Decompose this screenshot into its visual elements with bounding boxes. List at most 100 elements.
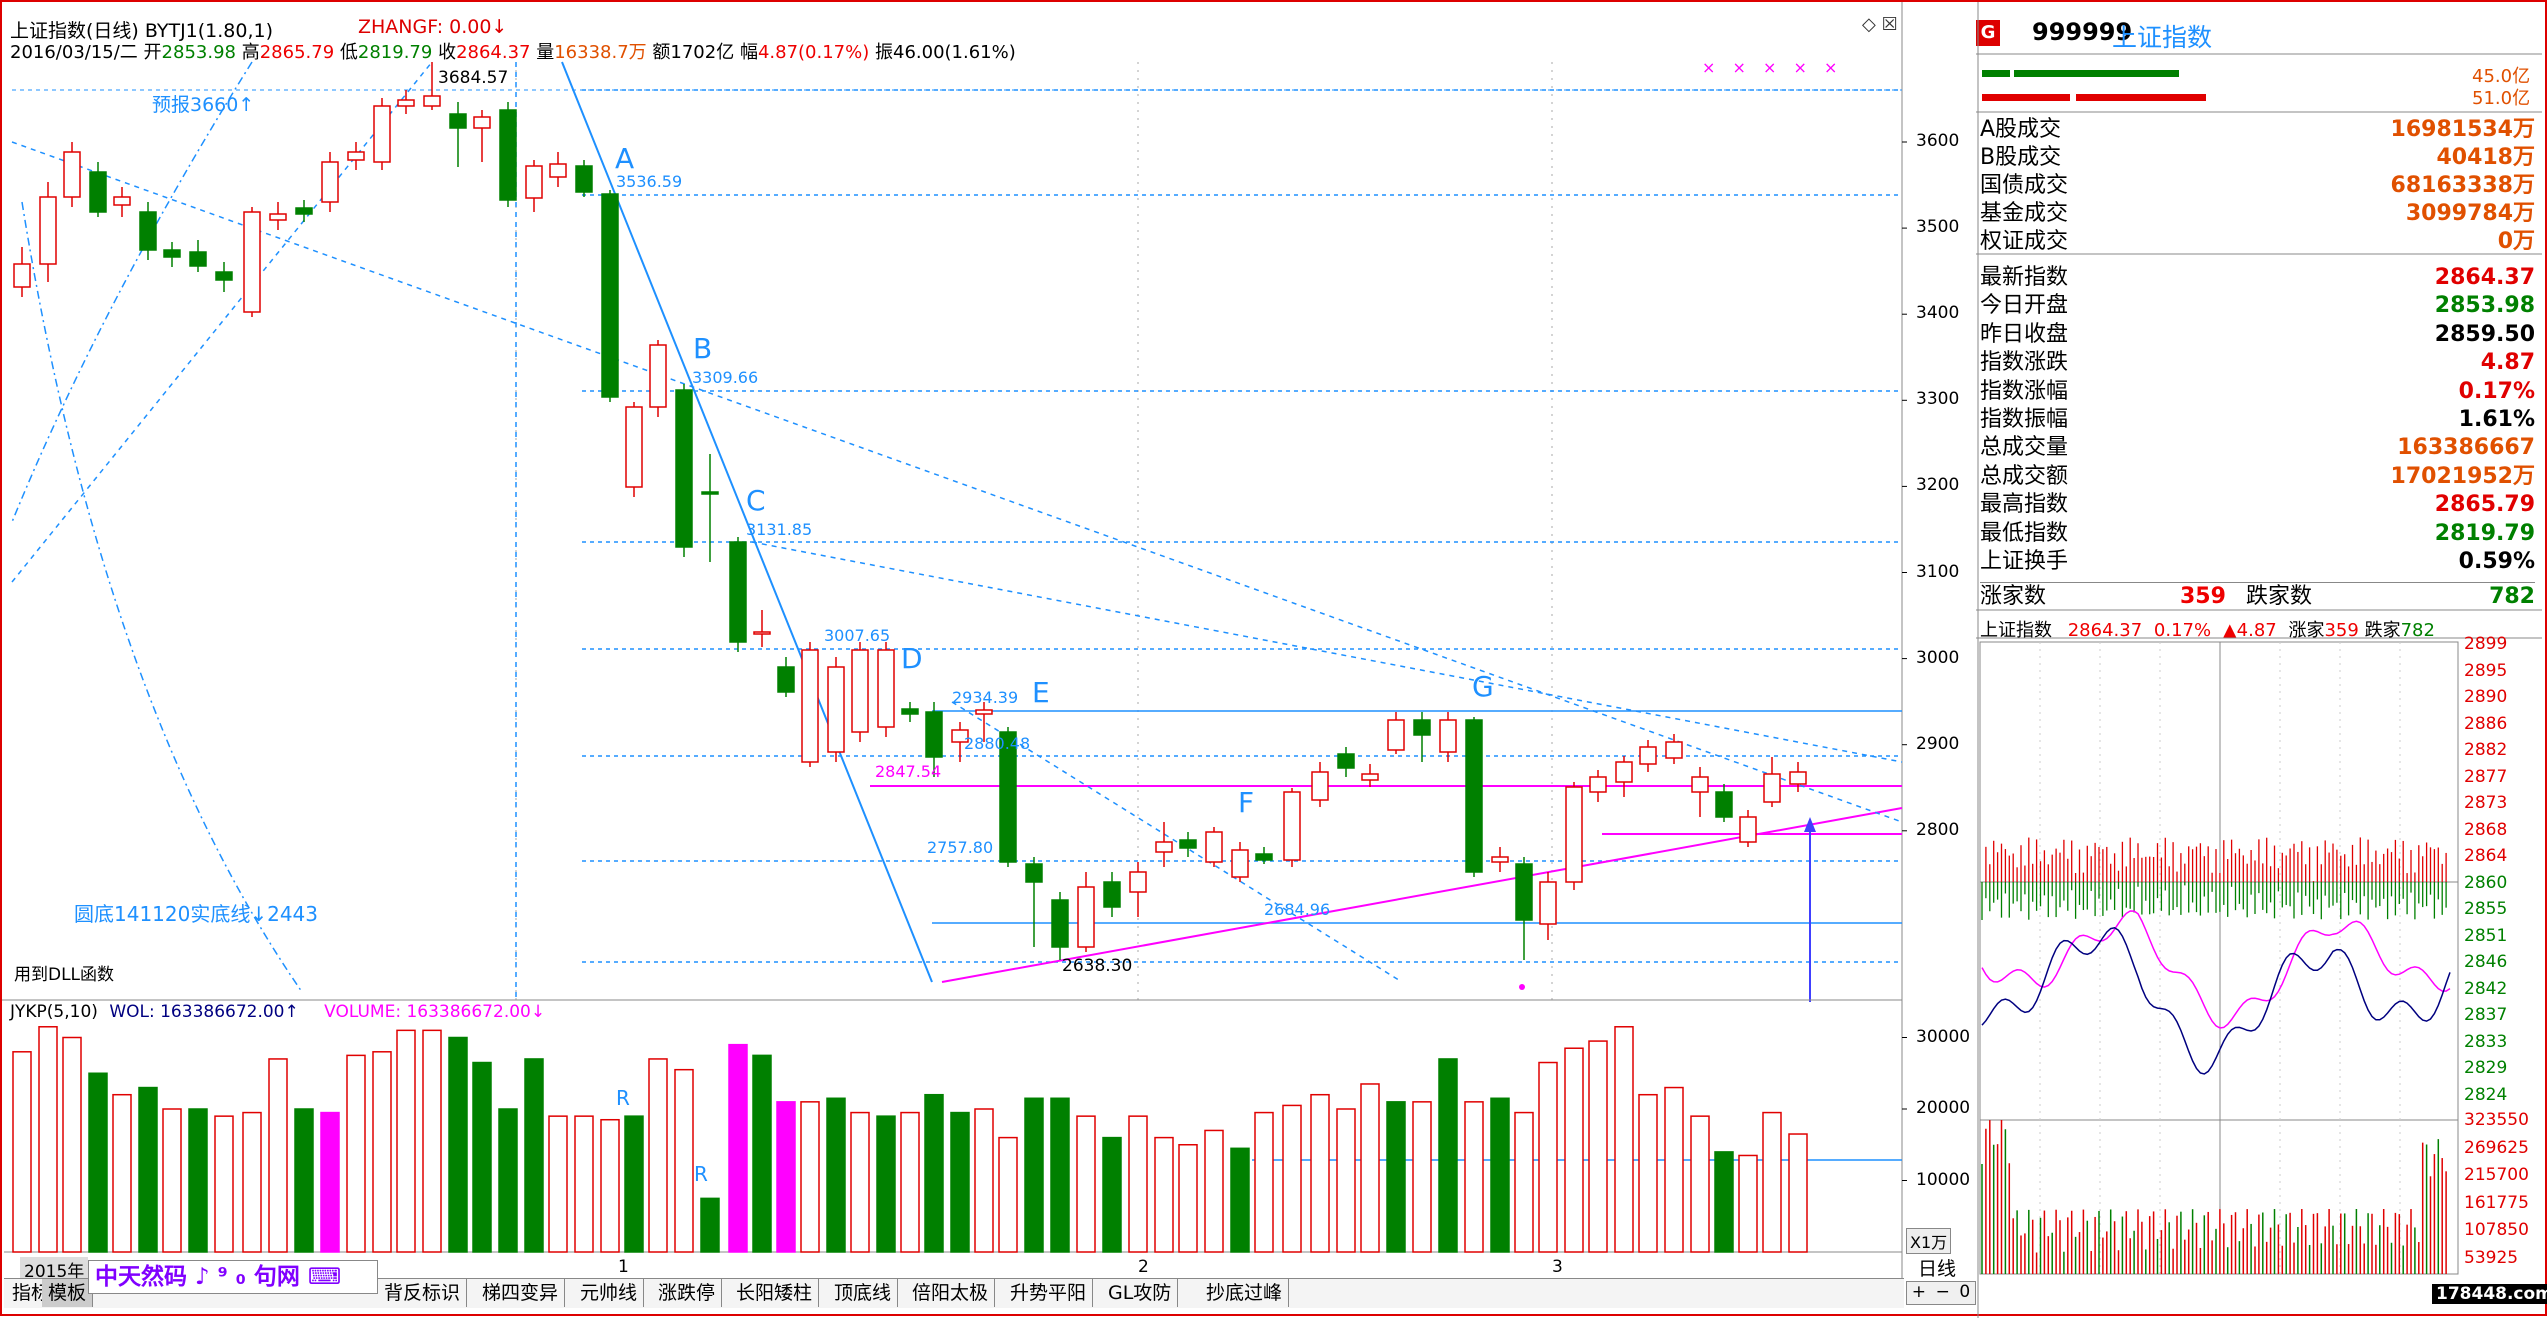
tab-8[interactable]: 顶底线 (828, 1279, 899, 1307)
volume-bar (1336, 1108, 1356, 1253)
volume-bar (624, 1115, 644, 1253)
candle-body (601, 193, 619, 398)
candle-body (1311, 771, 1329, 801)
wave-label-a: A (615, 142, 635, 175)
mini-index-name: 上证指数 (1980, 620, 2052, 641)
quote-line: 2016/03/15/二 开2853.98 高2865.79 低2819.79 … (10, 38, 1016, 64)
mini-up: 359 (2324, 620, 2359, 641)
volume-bar (752, 1054, 772, 1253)
volume-bar (188, 1108, 208, 1253)
tab-9[interactable]: 倍阳太极 (906, 1279, 996, 1307)
price-mark-2684: 2684.96 (1264, 900, 1331, 919)
candle-body (1255, 853, 1273, 861)
volume-bar (88, 1072, 108, 1253)
tab-5[interactable]: 元帅线 (574, 1279, 645, 1307)
stat-row: 最低指数 2819.79 (1980, 520, 2535, 548)
candle-body (549, 163, 567, 178)
trade-row: A股成交 16981534万 (1980, 116, 2535, 144)
period-label[interactable]: 日线 (1918, 1258, 1957, 1280)
tab-3[interactable]: 背反标识 (378, 1279, 468, 1307)
tab-11[interactable]: GL攻防 (1102, 1279, 1179, 1307)
volume-bar (800, 1101, 820, 1253)
volume-bar (1204, 1129, 1224, 1253)
candle-body (827, 666, 845, 753)
high-label: 高 (241, 42, 260, 63)
trade-row: 基金成交 3099784万 (1980, 200, 2535, 228)
volume-bar (1024, 1097, 1044, 1253)
volume-bar (998, 1136, 1018, 1253)
price-mark-3007: 3007.65 (824, 626, 891, 645)
zoom-out-button[interactable]: − (1935, 1282, 1950, 1302)
price-mark-3684: 3684.57 (438, 68, 509, 88)
candle-body (701, 491, 719, 495)
tab-4[interactable]: 梯四变异 (476, 1279, 566, 1307)
candle-body (1077, 886, 1095, 948)
range-label: 幅 (739, 42, 758, 63)
price-axis-label: 3600 (1916, 131, 1960, 151)
volume-bar (346, 1054, 366, 1253)
stock-code: 999999 (2032, 18, 2133, 46)
stat-label: 最低指数 (1980, 520, 2069, 546)
candle-body (163, 249, 181, 258)
chart-corner-icons[interactable]: ◇ ☒ (1862, 14, 1898, 35)
volume-bar (1050, 1097, 1070, 1253)
candle-body (473, 116, 491, 129)
zoom-reset-button[interactable]: 0 (1959, 1282, 1971, 1302)
volume-bar (62, 1036, 82, 1253)
tab-10[interactable]: 升势平阳 (1004, 1279, 1094, 1307)
tab-12[interactable]: 抄底过峰 (1200, 1279, 1290, 1307)
volume-bar (548, 1115, 568, 1253)
candle-body (113, 196, 131, 206)
candle-body (1231, 849, 1249, 878)
wol-value: WOL: 163386672.00↑ (109, 1002, 299, 1022)
volume-bar (1490, 1097, 1510, 1253)
candle-body (373, 105, 391, 163)
volume-bar (294, 1108, 314, 1253)
intraday-axis-label: 2829 (2464, 1058, 2508, 1078)
arrow-head (1804, 817, 1816, 832)
trade-label: 权证成交 (1980, 229, 2069, 254)
candle-body (1155, 841, 1173, 853)
swing-label: 振 (875, 42, 893, 63)
price-mark-3309: 3309.66 (692, 368, 759, 387)
stat-row: 今日开盘 2853.98 (1980, 292, 2535, 320)
site-watermark: 178448.com (2432, 1284, 2547, 1304)
trade-label: B股成交 (1980, 145, 2062, 170)
volume-bar (242, 1111, 262, 1253)
trade-row: B股成交 40418万 (1980, 144, 2535, 172)
volume-bar (1438, 1058, 1458, 1253)
candle-body (877, 649, 895, 728)
stat-value: 1.61% (2458, 407, 2535, 432)
intraday-volume-label: 215700 (2464, 1165, 2529, 1185)
candle-body (777, 666, 795, 693)
volume-bar (1154, 1136, 1174, 1253)
tab-6[interactable]: 涨跌停 (652, 1279, 723, 1307)
candle-body (215, 271, 233, 281)
trade-row: 权证成交 0万 (1980, 228, 2535, 256)
trade-label: A股成交 (1980, 117, 2062, 142)
price-axis-label: 3300 (1916, 389, 1960, 410)
tab-7[interactable]: 长阳矮柱 (730, 1279, 820, 1307)
volume-marker-r1: R (616, 1086, 630, 1110)
down-count-label: 跌家数 (2246, 584, 2313, 609)
volume-bar (1738, 1154, 1758, 1253)
up-count: 359 (2180, 584, 2226, 609)
up-count-label: 涨家数 (1980, 584, 2047, 609)
kline-chart[interactable] (2, 2, 1907, 1002)
candle-body (1589, 776, 1607, 793)
trade-value: 3099784万 (2405, 201, 2535, 226)
candle-body (1205, 831, 1223, 863)
stat-row: 上证换手 0.59% (1980, 548, 2535, 576)
mini-index-chg: ▲4.87 (2222, 620, 2277, 641)
price-axis-label: 3200 (1916, 475, 1960, 496)
mini-index-pct: 0.17% (2153, 620, 2212, 641)
volume-bar (1638, 1093, 1658, 1253)
zoom-in-button[interactable]: + (1911, 1282, 1927, 1302)
volume-bar (448, 1036, 468, 1253)
period-controls: + − 0 (1906, 1281, 1976, 1305)
volume-bar (1762, 1111, 1782, 1253)
volume-value: VOLUME: 163386672.00↓ (324, 1002, 546, 1022)
tab-2[interactable]: 模板 (42, 1279, 94, 1307)
volume-bar (1588, 1040, 1608, 1253)
dll-note: 用到DLL函数 (14, 965, 115, 985)
